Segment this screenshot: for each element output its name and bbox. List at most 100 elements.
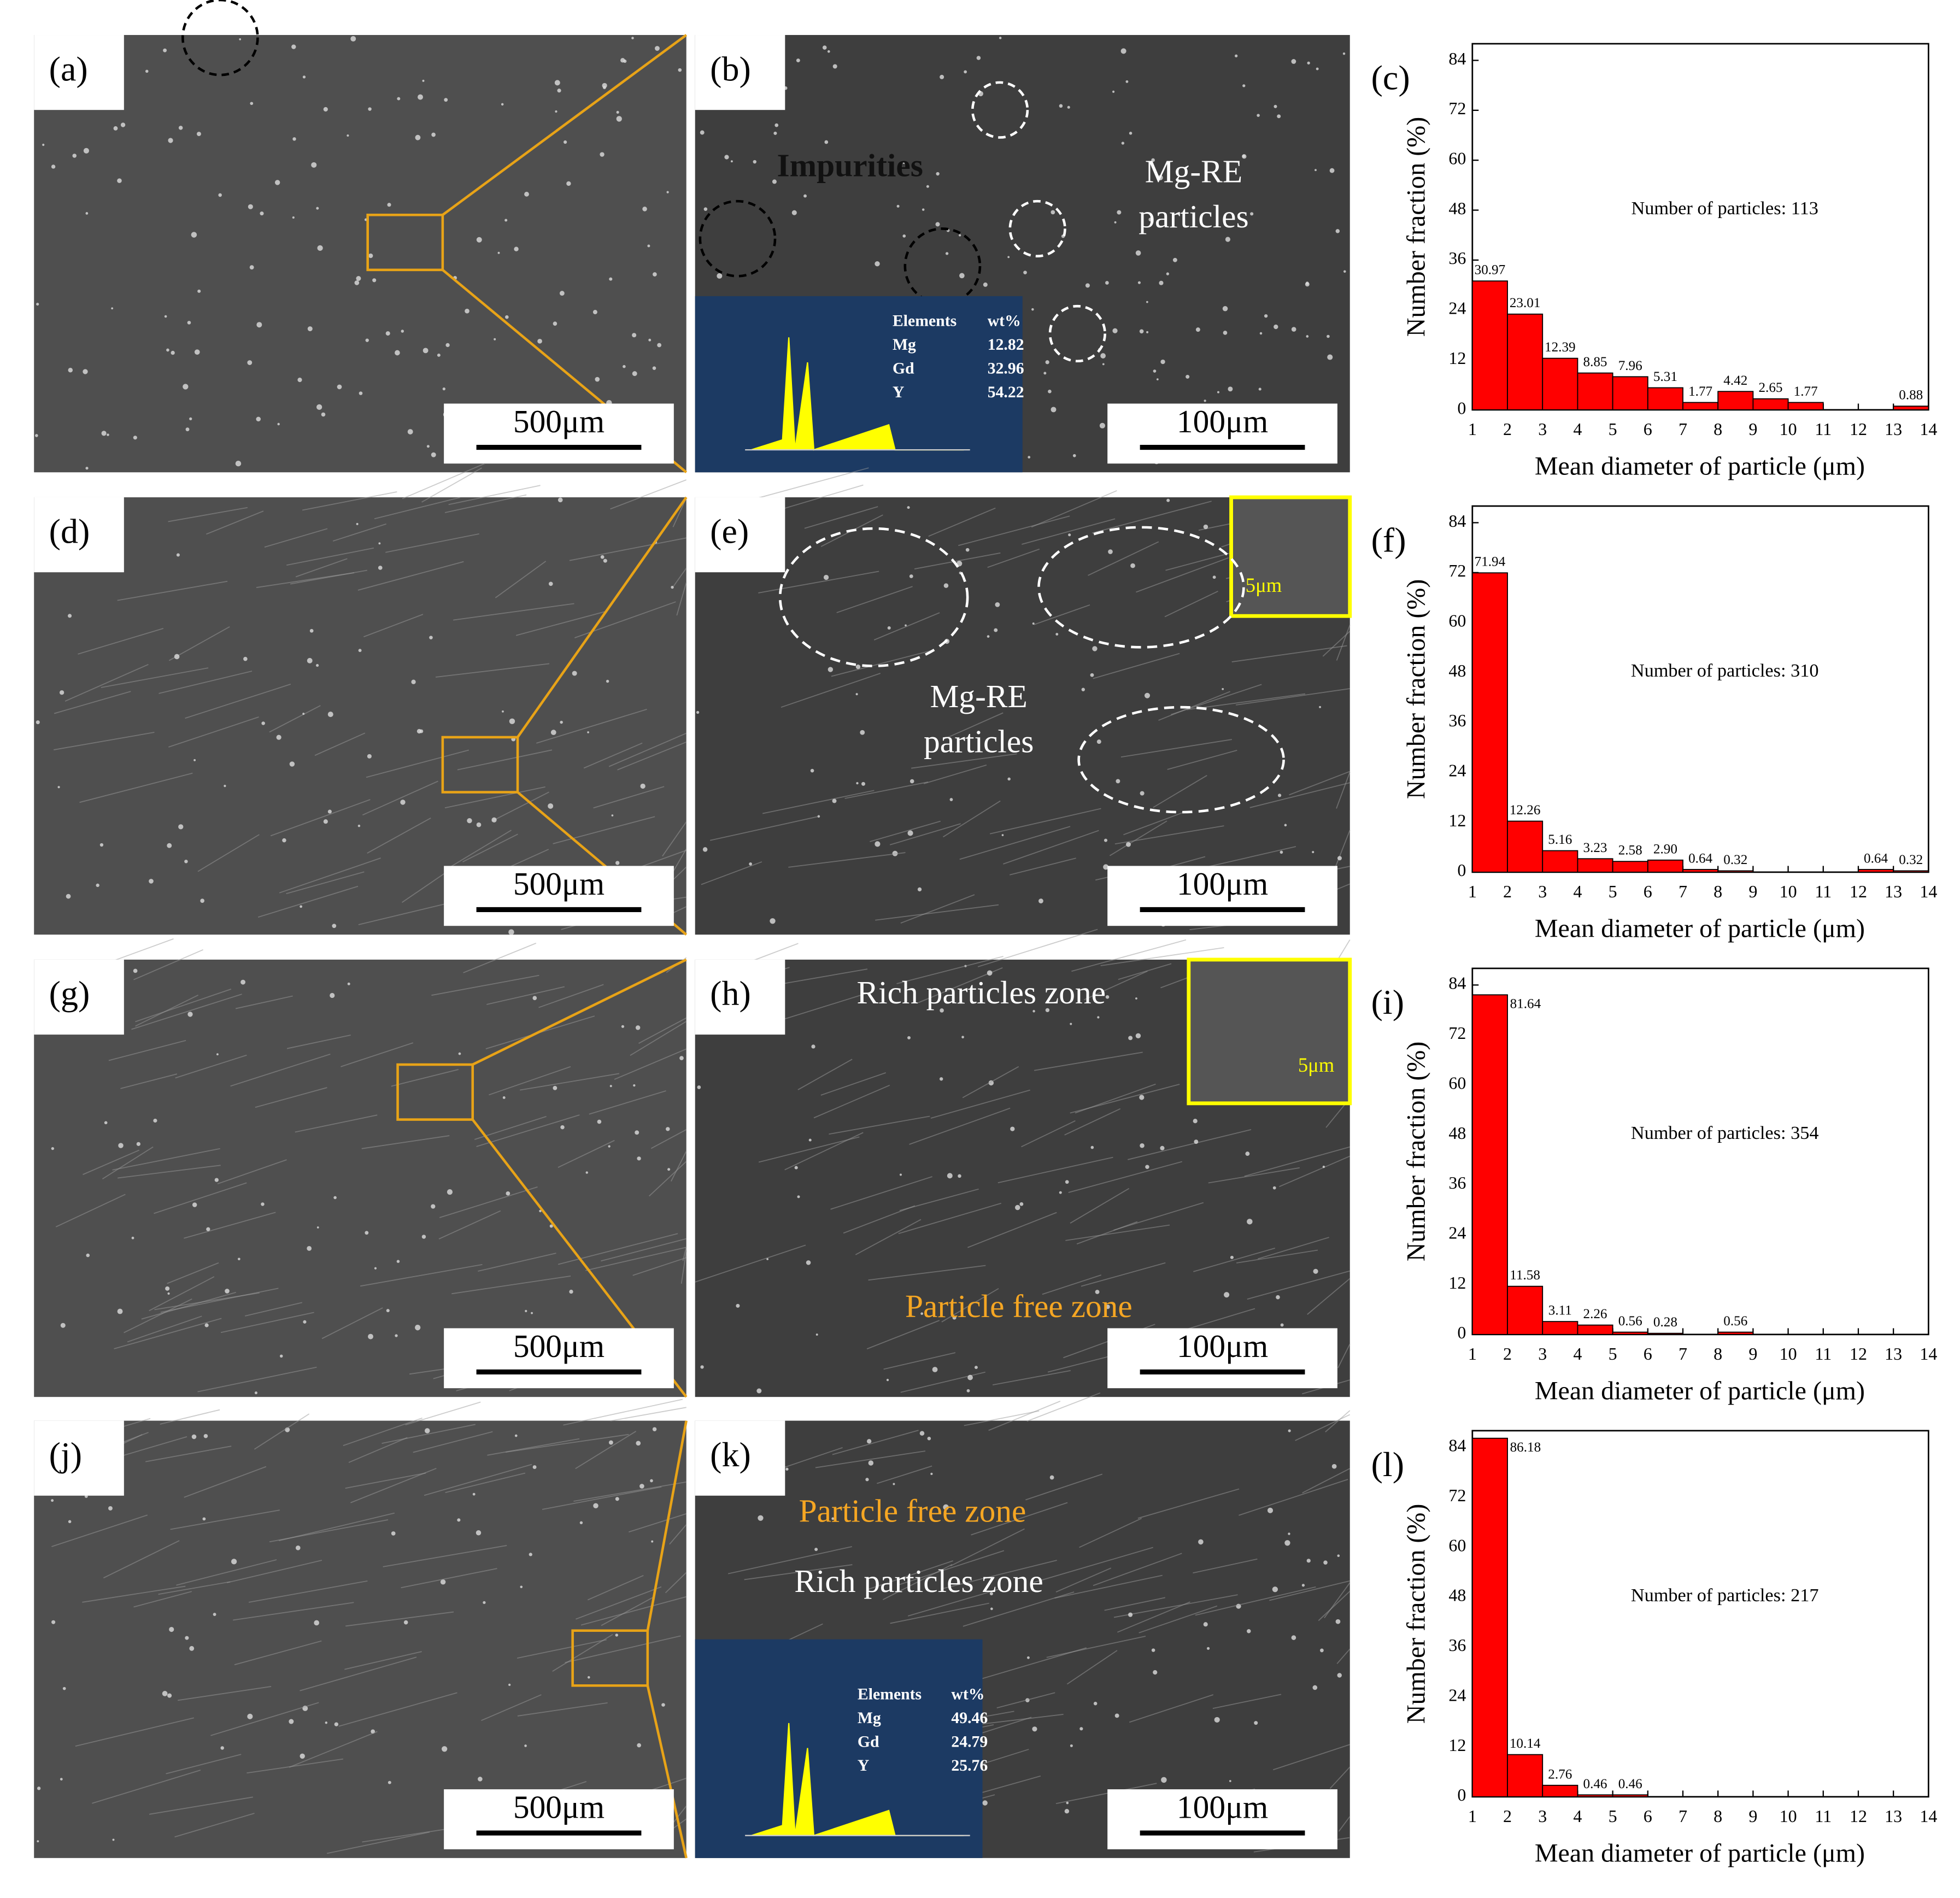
bar bbox=[1542, 1321, 1578, 1335]
bar bbox=[1612, 861, 1648, 873]
speck bbox=[316, 404, 322, 410]
bar bbox=[1577, 858, 1613, 873]
streak bbox=[168, 716, 259, 748]
speck bbox=[422, 79, 425, 82]
streak bbox=[958, 515, 1070, 547]
streak bbox=[83, 1149, 140, 1176]
speck bbox=[300, 1753, 305, 1759]
scale-bar-label: 500μm bbox=[513, 866, 605, 902]
speck bbox=[415, 134, 421, 140]
streak bbox=[928, 507, 996, 537]
speck bbox=[400, 800, 406, 805]
streak bbox=[114, 1318, 222, 1349]
streak bbox=[357, 561, 464, 591]
speck bbox=[261, 721, 265, 725]
speck bbox=[145, 69, 149, 73]
x-tick-label: 3 bbox=[1538, 882, 1547, 901]
speck bbox=[666, 191, 669, 193]
streak bbox=[1088, 541, 1159, 576]
speck bbox=[429, 636, 433, 639]
speck bbox=[187, 1012, 193, 1017]
speck bbox=[909, 779, 914, 784]
speck bbox=[1153, 1670, 1158, 1675]
x-tick-label: 8 bbox=[1713, 1806, 1722, 1826]
speck bbox=[952, 1315, 956, 1320]
scale-bar-label: 500μm bbox=[513, 1328, 605, 1364]
speck bbox=[974, 1366, 978, 1370]
y-tick-label: 36 bbox=[1448, 248, 1466, 268]
speck bbox=[1065, 1180, 1069, 1184]
x-tick-label: 7 bbox=[1679, 419, 1687, 439]
y-tick-label: 84 bbox=[1448, 49, 1466, 68]
speck bbox=[947, 1173, 953, 1179]
speck bbox=[1193, 1119, 1198, 1124]
streak bbox=[1129, 1694, 1214, 1723]
x-tick-label: 11 bbox=[1815, 1344, 1832, 1364]
streak bbox=[431, 974, 539, 996]
speck bbox=[887, 626, 891, 630]
speck bbox=[337, 384, 342, 390]
scale-bar-label: 500μm bbox=[513, 1789, 605, 1825]
x-tick-label: 2 bbox=[1503, 1344, 1512, 1364]
x-tick-label: 5 bbox=[1609, 1344, 1617, 1364]
speck bbox=[440, 1579, 446, 1585]
x-tick-label: 14 bbox=[1920, 419, 1937, 439]
speck bbox=[593, 1503, 598, 1508]
x-tick-label: 5 bbox=[1609, 419, 1617, 439]
streak bbox=[1336, 625, 1351, 661]
eds-element: Mg bbox=[893, 336, 916, 354]
speck bbox=[289, 1719, 294, 1724]
speck bbox=[332, 924, 337, 929]
speck bbox=[465, 308, 470, 314]
streak bbox=[160, 1409, 220, 1425]
y-tick-label: 12 bbox=[1448, 810, 1466, 830]
streak bbox=[290, 569, 368, 585]
speck bbox=[191, 232, 197, 238]
speck bbox=[609, 1085, 612, 1088]
streak bbox=[1325, 1410, 1351, 1432]
y-tick-label: 0 bbox=[1457, 1323, 1466, 1342]
speck bbox=[636, 1441, 641, 1446]
speck bbox=[1315, 169, 1317, 172]
speck bbox=[1312, 851, 1315, 854]
speck bbox=[444, 98, 448, 102]
eds-element: Mg bbox=[858, 1709, 881, 1727]
highlight-circle bbox=[699, 199, 777, 278]
streak bbox=[341, 1042, 414, 1067]
speck bbox=[1312, 1685, 1318, 1690]
streak bbox=[332, 523, 386, 542]
x-tick-label: 2 bbox=[1503, 1806, 1512, 1826]
speck bbox=[553, 321, 558, 326]
streak bbox=[1068, 1161, 1183, 1193]
streak bbox=[1324, 1582, 1351, 1619]
streak bbox=[1070, 1188, 1130, 1224]
speck bbox=[549, 1224, 553, 1228]
speck bbox=[548, 803, 554, 809]
speck bbox=[999, 37, 1002, 39]
eds-wt: 24.79 bbox=[951, 1733, 988, 1750]
streak bbox=[1031, 490, 1117, 528]
highlight-circle bbox=[1048, 304, 1106, 363]
speck bbox=[1161, 1777, 1167, 1783]
streak bbox=[873, 612, 940, 640]
bar bbox=[1717, 1331, 1754, 1335]
speck bbox=[166, 348, 169, 352]
streak bbox=[971, 1502, 1068, 1536]
streak bbox=[1025, 1473, 1103, 1501]
value-label: 0.28 bbox=[1653, 1315, 1677, 1330]
speck bbox=[1319, 706, 1322, 708]
x-tick-label: 1 bbox=[1468, 1806, 1477, 1826]
speck bbox=[1254, 1721, 1258, 1725]
speck bbox=[213, 1613, 216, 1616]
speck bbox=[647, 244, 650, 248]
speck bbox=[374, 1267, 377, 1270]
speck bbox=[1195, 327, 1200, 332]
streak bbox=[338, 1692, 457, 1727]
value-label: 5.31 bbox=[1653, 369, 1677, 384]
speck bbox=[961, 1036, 964, 1039]
speck bbox=[966, 1389, 970, 1392]
streak bbox=[573, 1481, 686, 1502]
speck bbox=[1059, 104, 1063, 108]
bar bbox=[1647, 859, 1683, 873]
annotation: Rich particles zone bbox=[794, 1563, 1043, 1599]
